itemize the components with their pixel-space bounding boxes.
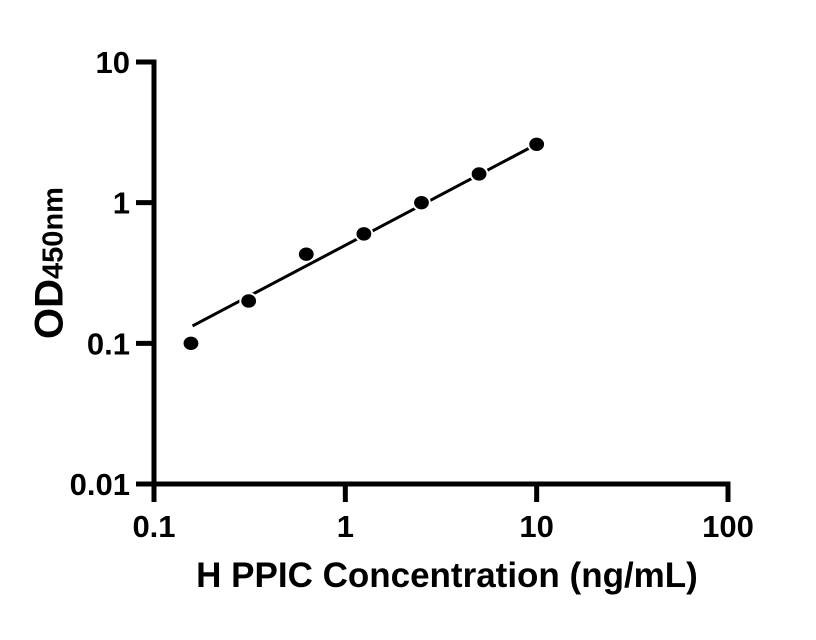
data-point — [469, 165, 489, 183]
y-axis-title: OD450nm — [28, 187, 73, 339]
data-point — [354, 225, 374, 243]
x-tick-label: 1 — [337, 509, 354, 544]
y-axis-title-sub: 450nm — [37, 187, 70, 279]
x-tick-label: 0.1 — [132, 509, 175, 544]
data-point — [296, 245, 316, 263]
y-tick-label: 0.01 — [70, 467, 130, 502]
x-axis-title: H PPIC Concentration (ng/mL) — [196, 556, 698, 595]
y-axis-title-main: OD — [27, 278, 72, 339]
y-tick-label: 10 — [96, 45, 130, 80]
x-tick-label: 10 — [519, 509, 553, 544]
data-point — [181, 334, 201, 353]
y-tick-label: 1 — [113, 186, 130, 221]
x-tick-label: 100 — [702, 509, 754, 544]
data-point — [239, 292, 259, 310]
data-point — [412, 193, 431, 212]
y-tick-label: 0.1 — [87, 326, 130, 361]
data-point — [527, 135, 547, 153]
